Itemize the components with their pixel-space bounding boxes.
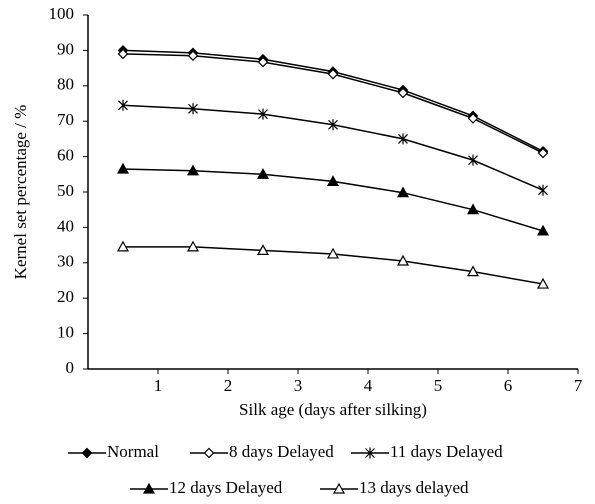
marker — [258, 108, 268, 120]
marker — [203, 447, 215, 459]
y-tick-label: 10 — [57, 323, 74, 342]
y-tick-label: 80 — [57, 75, 74, 94]
marker — [187, 50, 199, 62]
marker — [397, 87, 409, 99]
y-tick-label: 20 — [57, 287, 74, 306]
x-tick-label: 5 — [434, 376, 443, 395]
marker — [117, 48, 129, 60]
x-tick-label: 2 — [224, 376, 233, 395]
marker — [466, 265, 480, 277]
marker — [538, 184, 548, 196]
y-axis-label: Kernel set percentage / % — [11, 105, 30, 280]
legend-item: 12 days Delayed — [130, 478, 283, 497]
x-tick-label: 6 — [504, 376, 513, 395]
marker — [468, 154, 478, 166]
y-tick-label: 60 — [57, 146, 74, 165]
marker — [116, 240, 130, 252]
marker — [186, 240, 200, 252]
marker — [396, 254, 410, 266]
marker — [326, 175, 340, 186]
x-tick-label: 1 — [154, 376, 163, 395]
marker — [536, 224, 550, 236]
marker — [188, 103, 198, 115]
marker — [467, 113, 479, 124]
marker — [328, 119, 338, 131]
legend-item: 11 days Delayed — [351, 442, 503, 461]
marker — [398, 133, 408, 145]
marker — [142, 482, 156, 494]
y-tick-label: 40 — [57, 216, 74, 235]
marker — [257, 56, 269, 68]
x-tick-label: 4 — [364, 376, 373, 395]
legend-label: 8 days Delayed — [229, 442, 334, 461]
legend-item: Normal — [68, 442, 159, 461]
y-tick-label: 0 — [66, 358, 75, 377]
marker — [466, 203, 480, 215]
y-tick-label: 30 — [57, 252, 74, 271]
marker — [396, 186, 410, 198]
x-axis-label: Silk age (days after silking) — [239, 400, 427, 419]
legend-item: 8 days Delayed — [190, 442, 334, 461]
marker — [537, 147, 549, 159]
legend-label: Normal — [107, 442, 159, 461]
y-tick-label: 90 — [57, 39, 74, 58]
legend-item: 13 days delayed — [320, 478, 469, 497]
marker — [81, 447, 93, 459]
y-tick-label: 70 — [57, 110, 74, 129]
legend-label: 12 days Delayed — [169, 478, 283, 497]
marker — [327, 68, 339, 80]
x-tick-label: 3 — [294, 376, 303, 395]
y-tick-label: 50 — [57, 181, 74, 200]
y-tick-label: 100 — [49, 4, 75, 23]
marker — [186, 164, 200, 176]
marker — [256, 168, 270, 179]
marker — [332, 482, 346, 494]
series-line — [122, 49, 544, 152]
legend-label: 13 days delayed — [359, 478, 469, 497]
x-tick-label: 7 — [574, 376, 583, 395]
legend-label: 11 days Delayed — [390, 442, 503, 461]
marker — [365, 447, 375, 459]
marker — [326, 247, 340, 259]
marker — [118, 99, 128, 111]
marker — [536, 277, 550, 289]
marker — [116, 162, 130, 174]
marker — [256, 244, 270, 256]
